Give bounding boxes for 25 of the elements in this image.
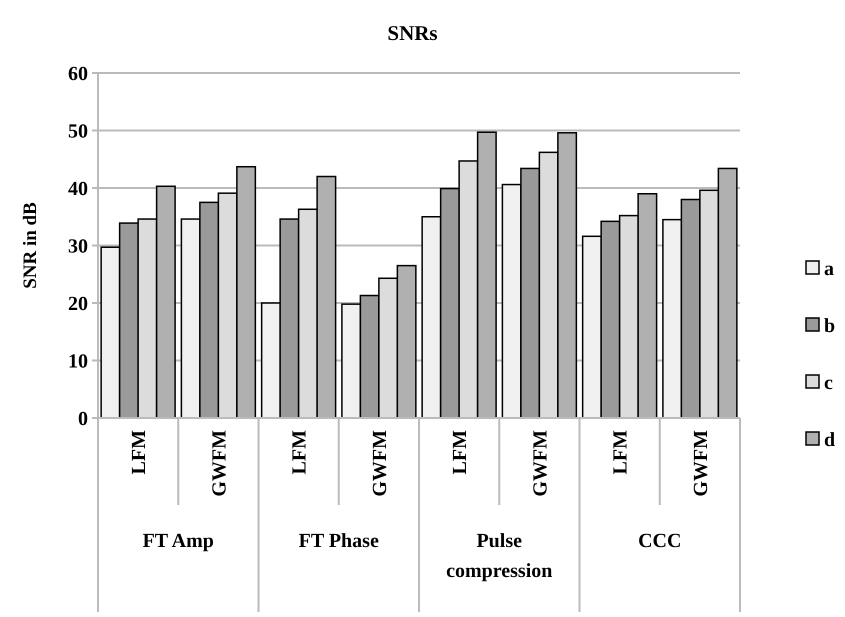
legend-label: b	[824, 315, 836, 337]
y-tick-label: 20	[68, 293, 88, 315]
y-tick-label: 0	[78, 408, 88, 430]
x-tick-label: GWFM	[690, 430, 712, 497]
x-tick-label: GWFM	[368, 430, 391, 497]
y-tick-label: 60	[68, 63, 88, 85]
text: CCC	[638, 530, 682, 552]
y-tick-label: 50	[68, 120, 88, 142]
x-tick-label: LFM	[288, 430, 311, 474]
y-tick-label: 10	[68, 350, 88, 372]
y-tick-label: 30	[68, 236, 88, 258]
legend-label: c	[824, 372, 833, 394]
x-tick-label: LFM	[128, 430, 150, 474]
y-axis-title: SNR in dB	[20, 202, 41, 289]
text: Pulse compression	[446, 530, 552, 582]
legend-label: d	[824, 429, 836, 451]
chart-title: SNRs	[387, 21, 438, 45]
text: FT Phase	[298, 530, 379, 552]
x-tick-label: GWFM	[208, 430, 230, 497]
x-tick-label: GWFM	[529, 430, 552, 497]
y-tick-label: 40	[68, 178, 88, 200]
x-tick-label: LFM	[610, 430, 632, 474]
text: FT Amp	[142, 530, 214, 552]
x-tick-label: LFM	[449, 430, 472, 474]
legend-label: a	[824, 258, 834, 280]
